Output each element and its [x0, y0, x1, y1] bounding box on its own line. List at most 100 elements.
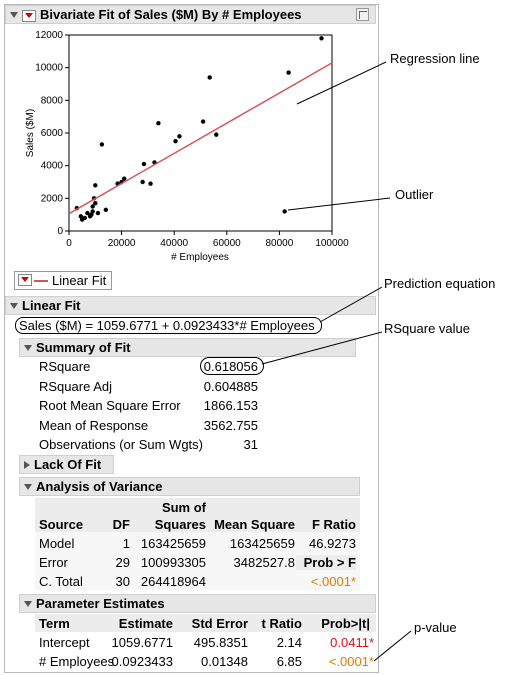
anova-df: 29 — [115, 555, 130, 570]
params-collapse-icon[interactable] — [24, 601, 32, 608]
data-point[interactable] — [90, 204, 95, 209]
x-tick-label: 40000 — [160, 238, 188, 249]
params-col-prob: Prob>|t| — [321, 616, 370, 631]
data-point[interactable] — [141, 161, 147, 167]
annotation-outlier: Outlier — [395, 187, 434, 202]
close-box-icon[interactable] — [356, 8, 369, 21]
params-header-bg — [35, 614, 376, 632]
params-title: Parameter Estimates — [36, 596, 165, 611]
anova-f: Prob > F — [296, 555, 356, 570]
anova-ss: 100993305 — [140, 555, 206, 570]
data-point[interactable] — [103, 207, 109, 212]
data-point[interactable] — [148, 181, 153, 186]
anova-col-df: DF — [112, 517, 130, 532]
data-point[interactable] — [319, 36, 324, 41]
report-title: Bivariate Fit of Sales ($M) By # Employe… — [40, 7, 302, 22]
data-point[interactable] — [85, 210, 90, 216]
anova-ms: 163425659 — [229, 536, 295, 551]
y-tick-label: 8000 — [41, 95, 64, 106]
params-col-estimate: Estimate — [118, 616, 173, 631]
anova-col-ss-top: Sum of — [161, 500, 206, 515]
red-triangle-menu-icon[interactable] — [22, 9, 36, 22]
y-axis-label: Sales ($M) — [25, 109, 36, 157]
parameter-estimates-header[interactable]: Parameter Estimates — [19, 594, 376, 613]
x-tick-label: 80000 — [265, 238, 293, 249]
summary-label: Mean of Response — [39, 417, 149, 433]
data-point[interactable] — [93, 183, 98, 188]
summary-value: 31 — [243, 437, 258, 452]
data-point[interactable] — [99, 142, 105, 147]
y-tick-label: 2000 — [41, 193, 64, 204]
equation-outline — [15, 317, 322, 334]
summary-value: 0.604885 — [203, 378, 258, 394]
bivariate-fit-header[interactable]: Bivariate Fit of Sales ($M) By # Employe… — [5, 5, 376, 24]
legend-box[interactable]: Linear Fit — [14, 271, 112, 290]
anova-ms: 3482527.8 — [233, 555, 295, 570]
linear-fit-header[interactable]: Linear Fit — [5, 296, 376, 315]
legend-label: Linear Fit — [52, 273, 107, 288]
y-tick-label: 12000 — [35, 30, 63, 41]
params-estimate: 1059.6771 — [111, 635, 173, 650]
anova-df: 30 — [115, 574, 130, 589]
data-point[interactable] — [282, 209, 287, 214]
summary-of-fit-header[interactable]: Summary of Fit — [19, 338, 356, 357]
data-point[interactable] — [200, 119, 206, 124]
plot-frame — [68, 34, 333, 232]
anova-source: Error — [39, 555, 68, 570]
scatter-plot[interactable]: 0 2000 4000 6000 8000 10000 12000 0 20000 40000 6… — [0, 24, 380, 274]
x-axis-label: # Employees — [171, 252, 229, 263]
anova-col-ms: Mean Square — [214, 517, 295, 532]
legend-menu-icon[interactable] — [18, 274, 32, 286]
anova-col-ss: Squares — [154, 517, 206, 532]
x-tick-label: 60000 — [213, 238, 241, 249]
collapse-triangle-icon[interactable] — [10, 12, 18, 19]
lack-of-fit-title: Lack Of Fit — [34, 457, 102, 472]
data-point[interactable] — [82, 215, 87, 221]
y-tick-label: 0 — [57, 226, 63, 237]
lack-of-fit-header[interactable]: Lack Of Fit — [19, 455, 114, 474]
anova-collapse-icon[interactable] — [24, 484, 32, 491]
params-tratio: 2.14 — [276, 635, 302, 650]
params-col-stderror: Std Error — [191, 616, 248, 631]
data-point[interactable] — [122, 176, 127, 181]
params-col-term: Term — [39, 616, 70, 631]
legend-line-swatch — [34, 280, 48, 282]
x-tick-label: 0 — [66, 238, 72, 249]
data-point[interactable] — [286, 70, 291, 75]
lack-of-fit-expand-icon[interactable] — [24, 461, 30, 469]
linear-fit-collapse-icon[interactable] — [10, 303, 18, 310]
anova-df: 1 — [122, 536, 130, 551]
y-tick-label: 6000 — [41, 128, 64, 139]
summary-label: RSquare Adj — [39, 378, 112, 394]
arrow-outlier — [287, 197, 391, 211]
params-estimate: 0.0923433 — [111, 654, 173, 669]
data-point[interactable] — [95, 210, 101, 216]
summary-collapse-icon[interactable] — [24, 345, 32, 352]
params-prob: <.0001* — [328, 654, 374, 669]
data-point[interactable] — [93, 201, 98, 206]
summary-value: 3562.755 — [203, 417, 258, 433]
data-point[interactable] — [207, 75, 212, 80]
y-tick-label: 10000 — [35, 63, 63, 74]
summary-label: RSquare — [39, 359, 91, 374]
annotation-p-value: p-value — [414, 620, 457, 635]
summary-value: 1866.153 — [203, 398, 258, 413]
arrow-regression-line — [296, 61, 387, 105]
x-tick-label: 20000 — [108, 238, 136, 249]
anova-header[interactable]: Analysis of Variance — [19, 477, 360, 496]
params-term: Intercept — [39, 635, 90, 650]
regression-line — [68, 62, 333, 215]
data-point[interactable] — [140, 179, 145, 185]
data-point[interactable] — [177, 134, 182, 139]
data-point[interactable] — [90, 209, 95, 214]
summary-value: 0.618056 — [203, 359, 258, 374]
arrow-prediction-equation — [319, 286, 383, 323]
annotation-prediction-equation: Prediction equation — [384, 276, 496, 291]
anova-f: 46.9273 — [309, 536, 356, 551]
summary-label: Root Mean Square Error — [39, 398, 181, 413]
data-point[interactable] — [173, 138, 178, 144]
data-point[interactable] — [156, 121, 161, 126]
data-point[interactable] — [214, 132, 219, 137]
y-tick-label: 4000 — [41, 161, 64, 172]
params-col-tratio: t Ratio — [261, 616, 302, 631]
